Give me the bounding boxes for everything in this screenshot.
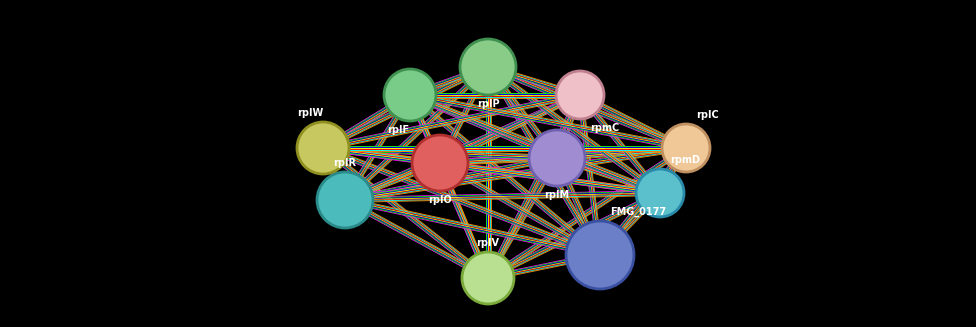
Circle shape: [297, 122, 349, 174]
Circle shape: [462, 252, 514, 304]
Text: rplO: rplO: [428, 195, 452, 205]
Text: rpmC: rpmC: [590, 123, 619, 133]
Circle shape: [412, 135, 468, 191]
Circle shape: [317, 172, 373, 228]
Circle shape: [529, 130, 585, 186]
Circle shape: [384, 69, 436, 121]
Text: rpmD: rpmD: [670, 155, 700, 165]
Text: rplR: rplR: [334, 158, 356, 168]
Circle shape: [460, 39, 516, 95]
Text: rplW: rplW: [297, 108, 323, 118]
Circle shape: [566, 221, 634, 289]
Text: rplM: rplM: [545, 190, 570, 200]
Circle shape: [662, 124, 710, 172]
Text: rplP: rplP: [476, 99, 500, 109]
Circle shape: [636, 169, 684, 217]
Text: FMG_0177: FMG_0177: [610, 207, 667, 217]
Circle shape: [556, 71, 604, 119]
Text: rplV: rplV: [476, 238, 500, 248]
Text: rplC: rplC: [696, 110, 718, 120]
Text: rplF: rplF: [386, 125, 409, 135]
